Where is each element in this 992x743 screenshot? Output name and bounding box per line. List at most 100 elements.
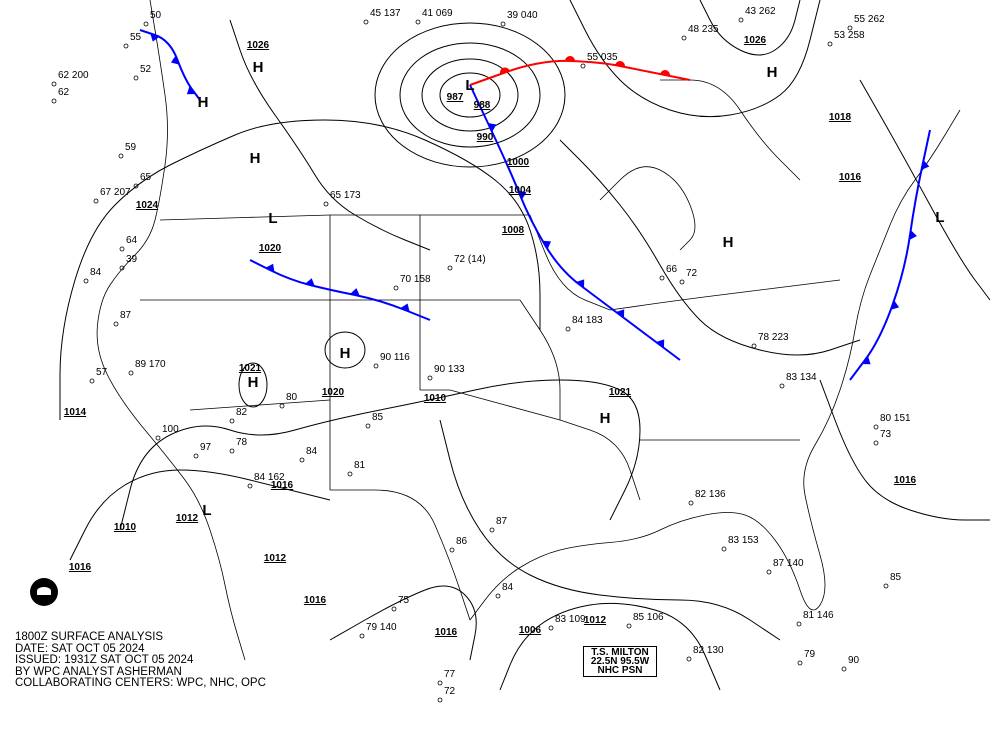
station-value: 39 040 bbox=[507, 10, 538, 21]
cold-front-triangle bbox=[265, 263, 275, 273]
station-value: 85 bbox=[890, 572, 902, 583]
pressure-label: 1006 bbox=[519, 625, 542, 636]
isobar bbox=[229, 19, 431, 251]
station-value: 73 bbox=[880, 429, 892, 440]
station-plot: 72 bbox=[679, 268, 698, 285]
isobar bbox=[59, 119, 541, 420]
station-value: 79 140 bbox=[366, 622, 397, 633]
station-plot: 100 bbox=[155, 424, 179, 441]
isobar bbox=[324, 331, 366, 369]
station-value: 84 183 bbox=[572, 315, 603, 326]
isobar bbox=[421, 58, 519, 132]
station-value: 77 bbox=[444, 669, 456, 680]
pressure-label: 1020 bbox=[259, 243, 282, 254]
station-plot: 57 bbox=[89, 367, 108, 384]
cold-front-triangle bbox=[890, 300, 900, 310]
caption-centers: COLLABORATING CENTERS: WPC, NHC, OPC bbox=[15, 677, 266, 689]
station-value: 55 bbox=[130, 32, 142, 43]
geographic-borders bbox=[96, 0, 961, 661]
station-value: 48 235 bbox=[688, 24, 719, 35]
low-pressure-center: L bbox=[465, 77, 474, 94]
border-line bbox=[609, 279, 841, 311]
fronts bbox=[139, 29, 931, 381]
station-value: 72 bbox=[686, 268, 698, 279]
station-plot: 59 bbox=[118, 142, 137, 159]
station-value: 59 bbox=[125, 142, 137, 153]
station-plot: 72 bbox=[437, 686, 456, 703]
station-plot: 81 146 bbox=[796, 610, 834, 627]
isobar bbox=[238, 362, 268, 408]
pressure-label: 1010 bbox=[114, 522, 137, 533]
isobars bbox=[59, 0, 991, 691]
pressure-label: 990 bbox=[477, 132, 494, 143]
station-value: 90 bbox=[848, 655, 860, 666]
caption-title: 1800Z SURFACE ANALYSIS bbox=[15, 631, 164, 643]
station-plot: 53 258 bbox=[827, 30, 865, 47]
station-value: 87 140 bbox=[773, 558, 804, 569]
border-line bbox=[519, 299, 561, 420]
noaa-logo bbox=[30, 578, 58, 606]
high-pressure-center: H bbox=[248, 374, 259, 391]
station-value: 43 262 bbox=[745, 6, 776, 17]
station-plot: 72 (14) bbox=[447, 254, 486, 271]
station-value: 84 bbox=[502, 582, 514, 593]
isobar bbox=[569, 0, 821, 118]
cold-front bbox=[849, 129, 931, 381]
station-plot: 78 223 bbox=[751, 332, 789, 349]
station-plot: 55 035 bbox=[580, 52, 618, 69]
low-pressure-center: L bbox=[268, 210, 277, 227]
cold-front-triangle bbox=[518, 190, 527, 200]
border-line bbox=[330, 489, 471, 621]
station-value: 65 173 bbox=[330, 190, 361, 201]
station-plot: 85 106 bbox=[626, 612, 664, 629]
station-value: 87 bbox=[120, 310, 132, 321]
station-value: 57 bbox=[96, 367, 108, 378]
pressure-label: 1021 bbox=[609, 387, 632, 398]
station-plot: 75 bbox=[391, 595, 410, 612]
station-value: 67 207 bbox=[100, 187, 131, 198]
station-plot: 78 bbox=[229, 437, 248, 454]
caption-date: DATE: SAT OCT 05 2024 bbox=[15, 642, 145, 655]
station-value: 97 bbox=[200, 442, 212, 453]
station-value: 65 bbox=[140, 172, 152, 183]
station-plot: 62 bbox=[51, 87, 70, 104]
isobar bbox=[329, 585, 477, 661]
station-value: 39 bbox=[126, 254, 138, 265]
station-value: 66 bbox=[666, 264, 678, 275]
isobar bbox=[439, 72, 501, 118]
station-plot: 70 158 bbox=[393, 274, 431, 291]
cold-front bbox=[469, 84, 681, 361]
cold-front-triangle bbox=[170, 55, 180, 65]
station-value: 89 170 bbox=[135, 359, 166, 370]
pressure-label: 1026 bbox=[744, 35, 767, 46]
station-plot: 79 bbox=[797, 649, 816, 666]
pressure-label: 1016 bbox=[304, 595, 327, 606]
station-value: 62 200 bbox=[58, 70, 89, 81]
isobar bbox=[819, 379, 990, 521]
station-value: 80 bbox=[286, 392, 298, 403]
warm-front-semicircle bbox=[615, 61, 625, 67]
station-value: 90 116 bbox=[380, 352, 410, 363]
station-plot: 84 162 bbox=[247, 472, 285, 489]
station-plot: 39 040 bbox=[500, 10, 538, 27]
pressure-label: 988 bbox=[474, 100, 491, 111]
station-value: 87 bbox=[496, 516, 508, 527]
pressure-label: 1016 bbox=[435, 627, 458, 638]
border-line bbox=[559, 419, 641, 501]
station-value: 82 130 bbox=[693, 645, 724, 656]
isobar bbox=[859, 79, 991, 301]
station-value: 82 bbox=[236, 407, 248, 418]
station-value: 81 bbox=[354, 460, 366, 471]
station-value: 78 bbox=[236, 437, 248, 448]
pressure-label: 1012 bbox=[264, 553, 287, 564]
station-value: 86 bbox=[456, 536, 468, 547]
station-value: 83 109 bbox=[555, 614, 586, 625]
storm-position-box: T.S. MILTON 22.5N 95.5W NHC PSN bbox=[583, 646, 657, 677]
high-pressure-center: H bbox=[253, 59, 264, 76]
pressure-label: 1026 bbox=[247, 40, 270, 51]
station-plot: 97 bbox=[193, 442, 212, 459]
station-plot: 90 bbox=[841, 655, 860, 672]
station-plot: 84 183 bbox=[565, 315, 603, 332]
station-plot: 65 173 bbox=[323, 190, 361, 207]
isobar bbox=[699, 0, 801, 56]
